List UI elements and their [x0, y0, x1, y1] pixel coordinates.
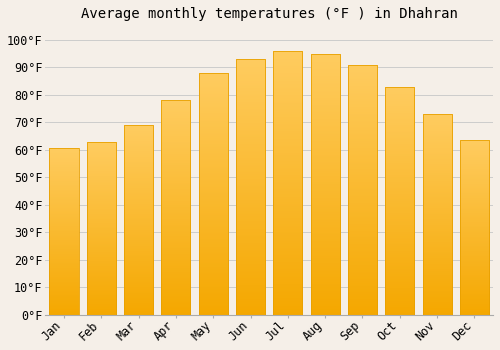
Bar — [310, 54, 340, 315]
Bar — [385, 87, 414, 315]
Bar — [87, 142, 116, 315]
Title: Average monthly temperatures (°F ) in Dhahran: Average monthly temperatures (°F ) in Dh… — [81, 7, 458, 21]
Bar — [124, 125, 153, 315]
Bar — [460, 140, 489, 315]
Bar — [274, 51, 302, 315]
Bar — [236, 59, 265, 315]
Bar — [162, 100, 190, 315]
Bar — [50, 148, 78, 315]
Bar — [198, 73, 228, 315]
Bar — [422, 114, 452, 315]
Bar — [348, 65, 377, 315]
